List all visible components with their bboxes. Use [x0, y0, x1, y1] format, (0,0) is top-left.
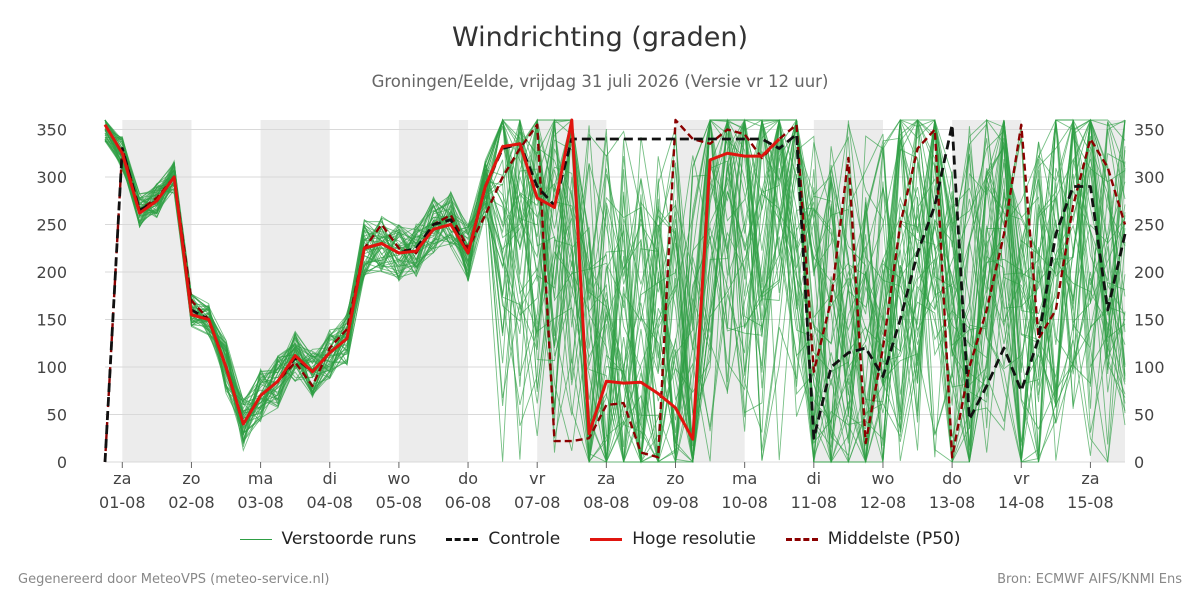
y-tick-label: 150 — [1134, 311, 1165, 330]
ensemble-member-line — [104, 119, 1126, 463]
ensemble-member-line — [104, 119, 1126, 463]
footer-source: Bron: ECMWF AIFS/KNMI Ens — [997, 572, 1182, 587]
x-tick-date: 07-08 — [514, 493, 561, 512]
y-tick-label: 200 — [36, 263, 67, 282]
legend-swatch — [446, 537, 479, 541]
x-tick-day: wo — [872, 469, 895, 488]
legend-label: Middelste (P50) — [827, 529, 961, 549]
x-tick-day: zo — [666, 469, 684, 488]
y-tick-label: 0 — [1134, 453, 1144, 472]
weekend-band — [398, 120, 469, 462]
ensemble-member-line — [104, 118, 1126, 463]
y-tick-label: 300 — [1134, 168, 1165, 187]
legend-label: Hoge resolutie — [632, 529, 756, 549]
legend-item-control: Controle — [446, 529, 560, 549]
x-tick-day: ma — [248, 469, 273, 488]
x-tick-date: 08-08 — [583, 493, 630, 512]
x-tick-date: 03-08 — [237, 493, 284, 512]
chart-legend: Verstoorde runs Controle Hoge resolutie Mid… — [0, 529, 1200, 549]
legend-swatch — [785, 537, 818, 541]
legend-item-ensemble: Verstoorde runs — [239, 529, 417, 549]
y-axis-right: 0 50 100 150 200 250 300 350 — [1134, 121, 1165, 473]
x-tick-day: zo — [182, 469, 200, 488]
y-tick-label: 250 — [36, 216, 67, 235]
x-tick-date: 11-08 — [791, 493, 838, 512]
chart-title: Windrichting (graden) — [451, 22, 749, 53]
x-tick-date: 10-08 — [721, 493, 768, 512]
main-series-lines — [103, 118, 1127, 463]
x-tick-day: wo — [387, 469, 410, 488]
x-tick-date: 02-08 — [168, 493, 215, 512]
ensemble-member-line — [104, 118, 1126, 464]
y-tick-label: 150 — [36, 311, 67, 330]
y-tick-label: 100 — [36, 358, 67, 377]
y-tick-label: 100 — [1134, 358, 1165, 377]
x-tick-day: do — [458, 469, 478, 488]
x-axis: za 01-08 zo 02-08 ma 03-08 di 04-08 wo 05-08 do 06-… — [99, 462, 1114, 512]
x-tick-date: 14-08 — [998, 493, 1045, 512]
y-tick-label: 0 — [57, 453, 67, 472]
y-tick-label: 50 — [47, 406, 67, 425]
x-tick-day: vr — [529, 469, 545, 488]
ensemble-member-line — [104, 118, 1126, 463]
legend-swatch — [590, 537, 623, 541]
x-tick-date: 06-08 — [445, 493, 492, 512]
y-tick-label: 200 — [1134, 263, 1165, 282]
ensemble-lines — [104, 118, 1126, 464]
y-tick-label: 50 — [1134, 406, 1154, 425]
ensemble-member-line — [104, 118, 1126, 463]
x-tick-date: 05-08 — [376, 493, 423, 512]
ensemble-member-line — [104, 118, 1126, 463]
ensemble-member-line — [104, 119, 1126, 463]
legend-label: Controle — [488, 529, 561, 549]
x-tick-day: za — [113, 469, 131, 488]
y-tick-label: 300 — [36, 168, 67, 187]
x-tick-date: 04-08 — [306, 493, 353, 512]
x-tick-day: di — [322, 469, 337, 488]
y-tick-label: 350 — [1134, 121, 1165, 140]
x-tick-day: ma — [732, 469, 757, 488]
legend-swatch — [239, 538, 272, 540]
x-tick-date: 15-08 — [1067, 493, 1114, 512]
x-tick-day: vr — [1013, 469, 1029, 488]
legend-item-p50: Middelste (P50) — [785, 529, 961, 549]
x-tick-day: za — [597, 469, 615, 488]
x-tick-day: za — [1081, 469, 1099, 488]
chart-subtitle: Groningen/Eelde, vrijdag 31 juli 2026 (V… — [371, 72, 829, 91]
x-tick-date: 01-08 — [99, 493, 146, 512]
legend-item-hires: Hoge resolutie — [590, 529, 756, 549]
x-tick-day: do — [942, 469, 962, 488]
x-tick-date: 12-08 — [860, 493, 907, 512]
x-tick-day: di — [807, 469, 822, 488]
y-tick-label: 250 — [1134, 216, 1165, 235]
y-tick-label: 350 — [36, 121, 67, 140]
weekend-band — [260, 120, 330, 462]
legend-label: Verstoorde runs — [281, 529, 417, 549]
x-tick-date: 09-08 — [652, 493, 699, 512]
y-axis-left: 0 50 100 150 200 250 300 350 — [36, 121, 67, 473]
hires-series-line — [103, 118, 781, 441]
x-tick-date: 13-08 — [929, 493, 976, 512]
footer-generator: Gegenereerd door MeteoVPS (meteo-service… — [18, 572, 330, 587]
